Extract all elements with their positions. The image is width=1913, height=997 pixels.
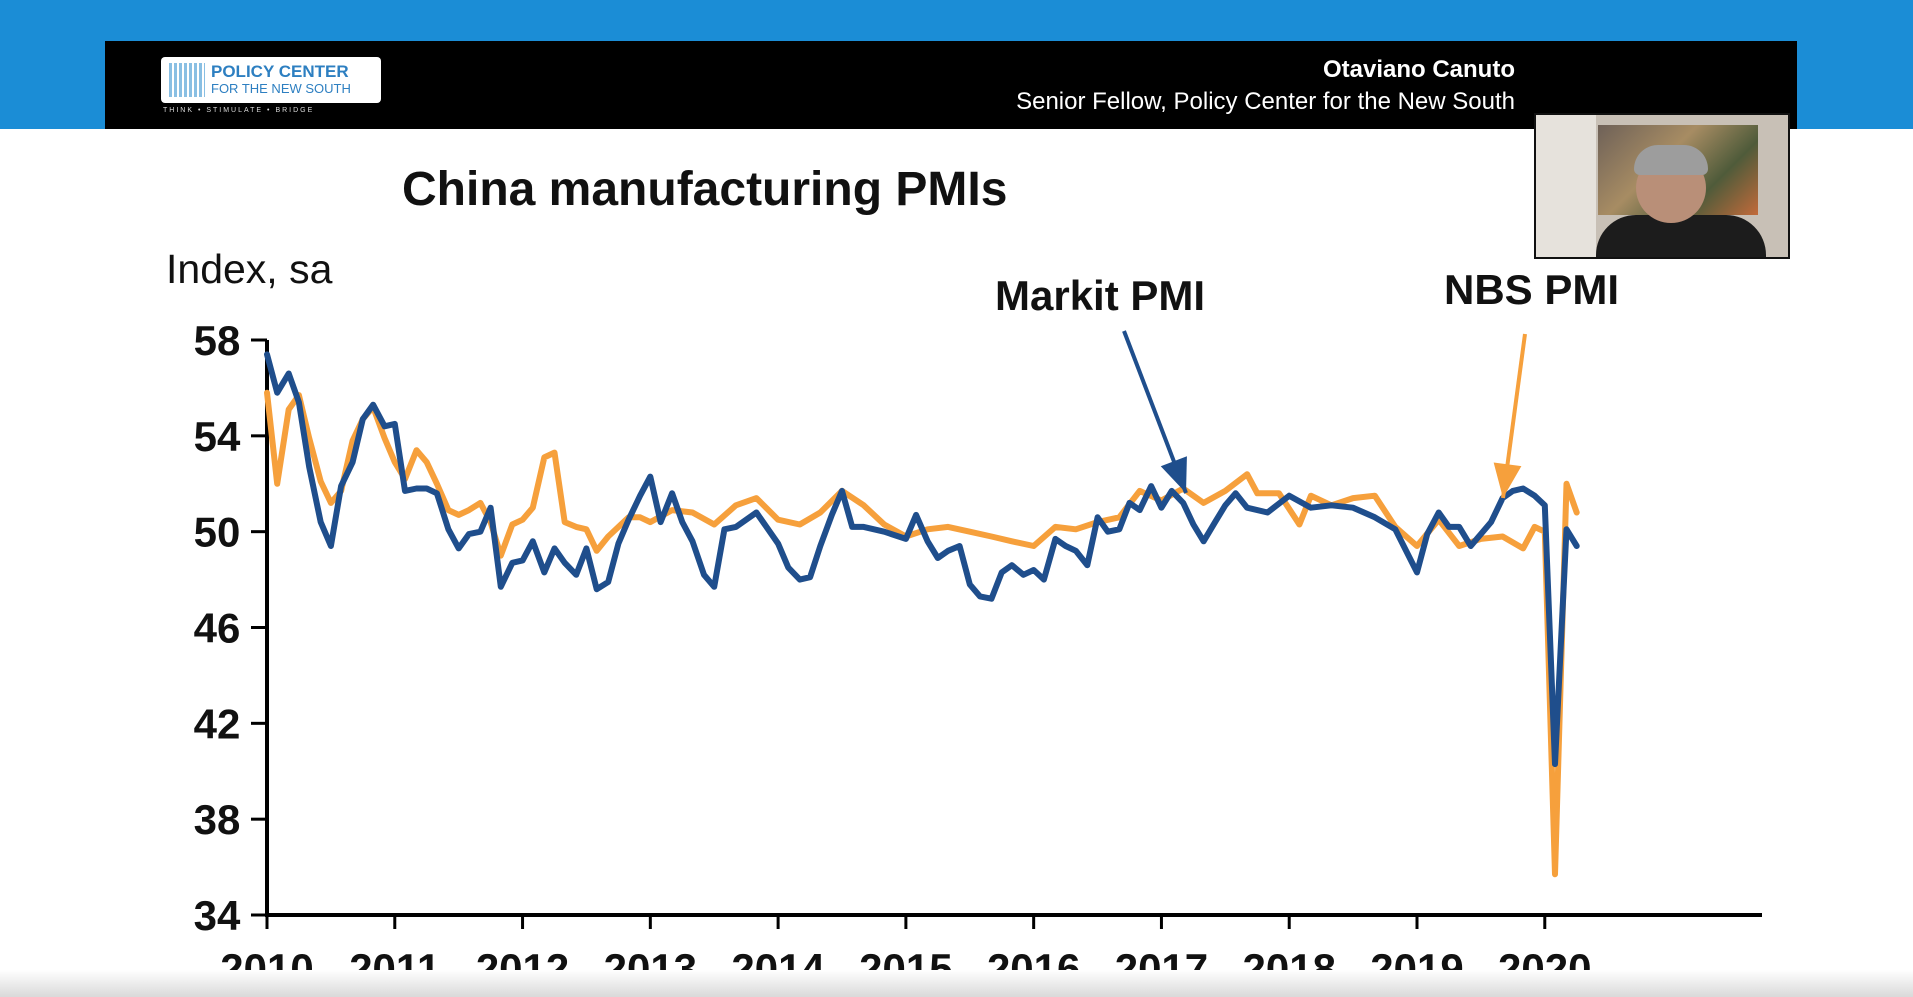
nbs-arrow-head [1493,462,1522,498]
logo-mark-icon [169,63,205,97]
speaker-video-thumbnail[interactable] [1534,113,1790,259]
y-tick-label: 42 [194,700,241,747]
y-axis-label: Index, sa [166,246,333,292]
y-tick-label: 54 [194,413,241,460]
y-tick-label: 38 [194,796,241,843]
y-tick-label: 46 [194,605,241,652]
logo-tagline: THINK • STIMULATE • BRIDGE [163,107,315,114]
logo-line-2: FOR THE NEW SOUTH [211,81,351,96]
y-tick-label: 50 [194,509,241,556]
presentation-banner: POLICY CENTER FOR THE NEW SOUTH THINK • … [105,41,1797,129]
y-tick-label: 34 [194,892,241,939]
speaker-title: Senior Fellow, Policy Center for the New… [1016,88,1515,115]
annotation-markit-pmi: Markit PMI [995,272,1206,319]
series-line-nbs-pmi [264,389,1580,878]
markit-arrow-head [1160,456,1187,493]
y-tick-label: 58 [194,317,241,364]
logo-line-1: POLICY CENTER [211,62,349,81]
policy-center-logo: POLICY CENTER FOR THE NEW SOUTH [161,57,381,103]
bottom-edge [0,970,1913,997]
annotation-nbs-pmi: NBS PMI [1444,266,1620,313]
speaker-name: Otaviano Canuto [1322,56,1515,83]
chart-title: China manufacturing PMIs [402,163,1008,216]
series-line-markit-pmi [264,351,1580,768]
